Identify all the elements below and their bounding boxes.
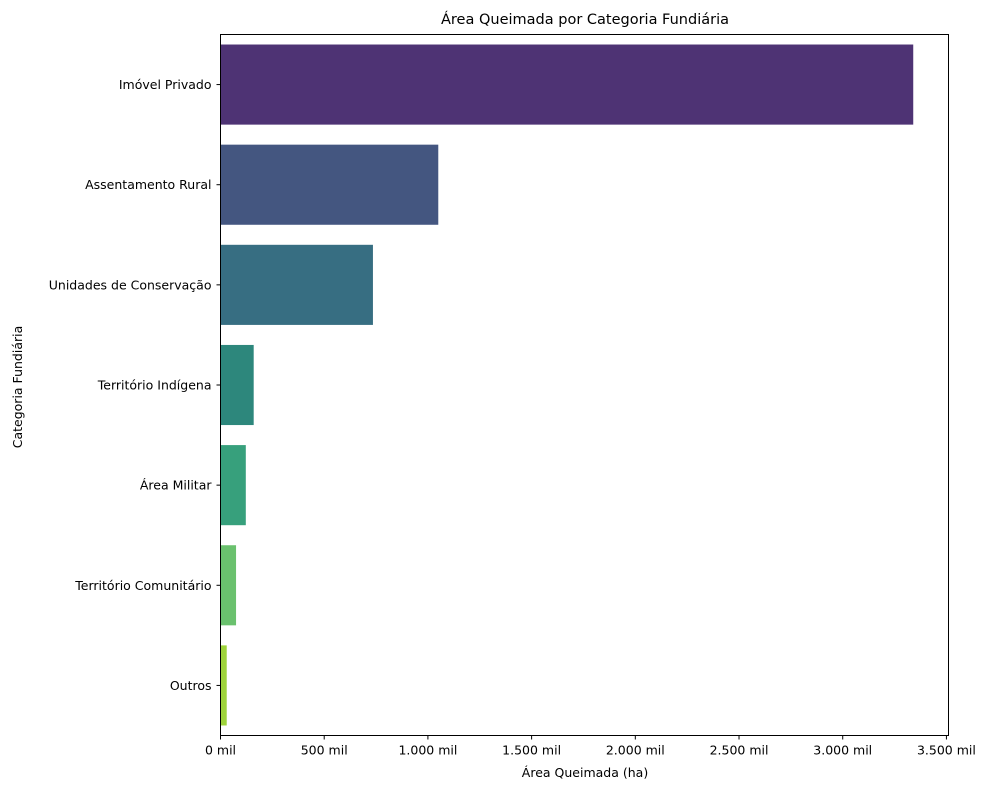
x-tick-label: 3.500 mil xyxy=(917,743,976,758)
y-tick-label: Assentamento Rural xyxy=(85,177,211,192)
y-tick-label: Imóvel Privado xyxy=(119,77,212,92)
y-tick-label: Outros xyxy=(170,678,212,693)
plot-frame xyxy=(220,34,949,736)
bar-3 xyxy=(220,244,373,325)
bar-4 xyxy=(220,344,254,426)
x-axis-label: Área Queimada (ha) xyxy=(522,765,648,780)
x-tick-label: 500 mil xyxy=(301,743,348,758)
y-tick-label: Território Indígena xyxy=(97,378,212,393)
y-tick-label: Área Militar xyxy=(140,478,213,493)
bar-6 xyxy=(220,545,237,626)
bar-1 xyxy=(220,44,914,125)
x-tick-label: 2.500 mil xyxy=(710,743,769,758)
y-tick-label: Território Comunitário xyxy=(74,578,211,593)
y-axis-label: Categoria Fundiária xyxy=(10,326,25,449)
x-axis-ticks: 0 mil 500 mil 1.000 mil 1.500 mil 2.000 mil 2… xyxy=(205,735,976,758)
bar-7 xyxy=(220,645,227,726)
bar-2 xyxy=(220,144,439,225)
x-tick-label: 0 mil xyxy=(205,743,236,758)
y-axis-ticks: Imóvel Privado Assentamento Rural Unidades… xyxy=(49,77,221,693)
chart-title: Área Queimada por Categoria Fundiária xyxy=(441,11,729,28)
bars-group xyxy=(220,44,914,726)
x-tick-label: 3.000 mil xyxy=(813,743,872,758)
bar-5 xyxy=(220,445,246,526)
x-tick-label: 1.500 mil xyxy=(502,743,561,758)
x-tick-label: 1.000 mil xyxy=(398,743,457,758)
y-tick-label: Unidades de Conservação xyxy=(49,277,212,292)
x-tick-label: 2.000 mil xyxy=(606,743,665,758)
